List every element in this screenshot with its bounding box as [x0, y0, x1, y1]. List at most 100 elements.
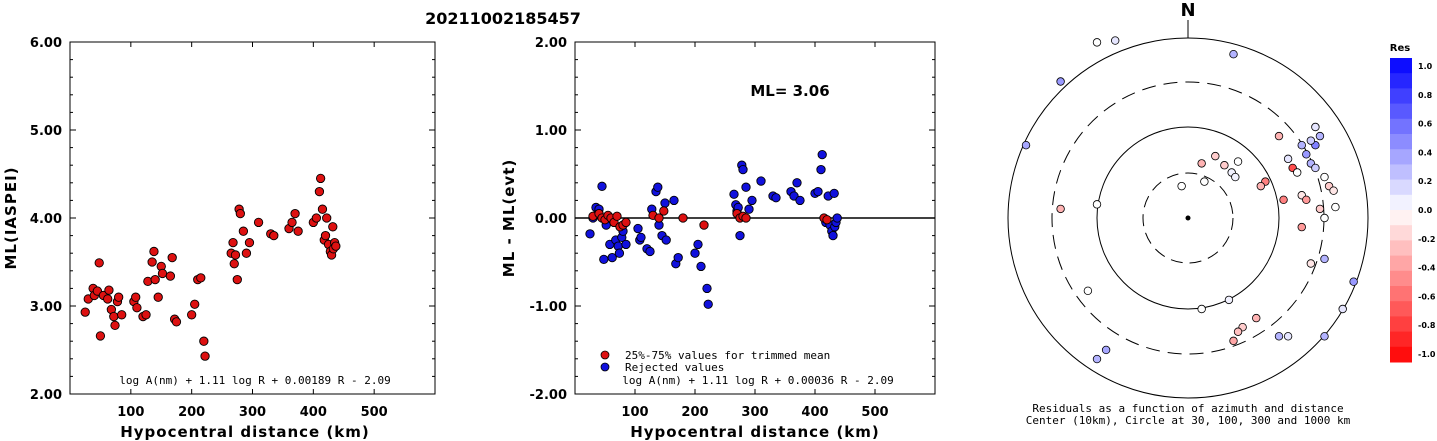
data-point: [832, 213, 842, 223]
data-point: [829, 188, 839, 199]
residual-point: [1101, 345, 1111, 355]
data-point: [199, 336, 209, 346]
data-point: [678, 213, 688, 223]
data-point: [110, 320, 120, 331]
y-tick-label: 2.00: [535, 36, 567, 51]
data-point: [293, 226, 303, 236]
data-point: [131, 292, 141, 302]
data-point: [607, 252, 617, 263]
data-point: [599, 254, 609, 265]
residual-point: [1283, 154, 1293, 164]
ml-annotation: ML= 3.06: [750, 82, 829, 100]
data-point: [696, 261, 706, 272]
data-point: [320, 230, 331, 241]
residual-point: [1306, 259, 1316, 268]
residual-point: [1224, 295, 1234, 305]
data-point: [654, 213, 664, 223]
residual-point: [1200, 177, 1209, 186]
data-point: [200, 351, 210, 361]
north-label: N: [1180, 0, 1195, 21]
data-point: [659, 206, 669, 216]
data-point: [822, 215, 832, 225]
y-tick-label: 6.00: [30, 36, 62, 51]
data-point: [117, 310, 127, 320]
figure-title: 20211002185457: [425, 9, 581, 28]
x-tick-label: 400: [801, 405, 828, 420]
y-tick-label: 0.00: [535, 212, 567, 227]
data-point: [311, 213, 322, 223]
data-point: [614, 248, 625, 258]
data-point: [813, 186, 823, 197]
data-point: [235, 208, 245, 219]
data-point: [229, 259, 239, 269]
residual-point: [1233, 327, 1243, 336]
data-point: [636, 232, 646, 243]
data-point: [317, 204, 328, 214]
data-point: [738, 164, 748, 175]
data-point: [702, 283, 712, 294]
residual-point: [1306, 136, 1316, 145]
data-point: [114, 292, 124, 302]
colorbar-title: Res: [1390, 43, 1410, 54]
data-point: [828, 230, 838, 241]
data-point: [165, 271, 176, 281]
circle-100km: [1096, 126, 1280, 310]
residual-point: [1056, 204, 1065, 214]
chart1-formula: log A(nm) + 1.11 log R + 0.00189 R - 2.0…: [119, 374, 391, 387]
y-tick-label: 4.00: [30, 212, 62, 227]
data-point: [673, 252, 683, 263]
residual-point: [1279, 195, 1288, 204]
residual-point: [1231, 172, 1240, 182]
residual-point: [1297, 140, 1306, 150]
legend-blue-label: Rejected values: [625, 361, 724, 374]
y-tick-label: 2.00: [30, 388, 62, 403]
colorbar-cell: [1390, 88, 1412, 105]
data-point: [171, 317, 182, 327]
residual-point: [1302, 150, 1311, 159]
data-point: [104, 285, 114, 295]
data-point: [187, 310, 197, 320]
data-point: [771, 193, 781, 203]
residual-point: [1110, 36, 1120, 45]
colorbar-cell: [1390, 210, 1412, 226]
colorbar-cell: [1390, 316, 1412, 333]
colorbar-cell: [1390, 149, 1412, 165]
data-point: [816, 164, 826, 175]
colorbar-tick-label: -1.0: [1418, 350, 1436, 359]
data-point: [645, 246, 655, 257]
residual-point: [1315, 131, 1325, 141]
colorbar-cell: [1390, 58, 1412, 74]
data-point: [147, 257, 157, 267]
data-point: [167, 252, 177, 263]
residual-point: [1197, 159, 1206, 168]
colorbar-tick-label: 0.2: [1418, 177, 1432, 186]
residual-point: [1311, 122, 1320, 132]
residual-point: [1233, 157, 1243, 166]
chart2-xlabel: Hypocentral distance (km): [630, 423, 880, 441]
colorbar-tick-label: 0.4: [1418, 148, 1433, 157]
data-point: [94, 258, 104, 268]
colorbar-cell: [1390, 286, 1412, 302]
center-dot: [1185, 215, 1191, 221]
x-tick-label: 200: [178, 405, 205, 420]
data-point: [621, 217, 631, 228]
residual-point: [1177, 181, 1186, 191]
data-point: [585, 229, 595, 239]
colorbar-cell: [1390, 240, 1412, 257]
residual-point: [1297, 222, 1306, 232]
y-tick-label: 5.00: [30, 124, 62, 139]
y-tick-label: -2.00: [530, 388, 567, 403]
residual-point: [1320, 254, 1329, 264]
data-point: [149, 246, 159, 257]
data-point: [693, 239, 703, 250]
residual-point: [1338, 304, 1347, 314]
circle-1000km: [1007, 37, 1369, 399]
colorbar-cell: [1390, 134, 1412, 150]
data-point: [228, 237, 238, 248]
y-tick-label: 1.00: [535, 124, 567, 139]
x-tick-label: 100: [117, 405, 144, 420]
y-tick-label: -1.00: [530, 300, 567, 315]
data-point: [795, 195, 805, 206]
chart1-frame: [69, 41, 436, 395]
colorbar-cell: [1390, 331, 1412, 348]
